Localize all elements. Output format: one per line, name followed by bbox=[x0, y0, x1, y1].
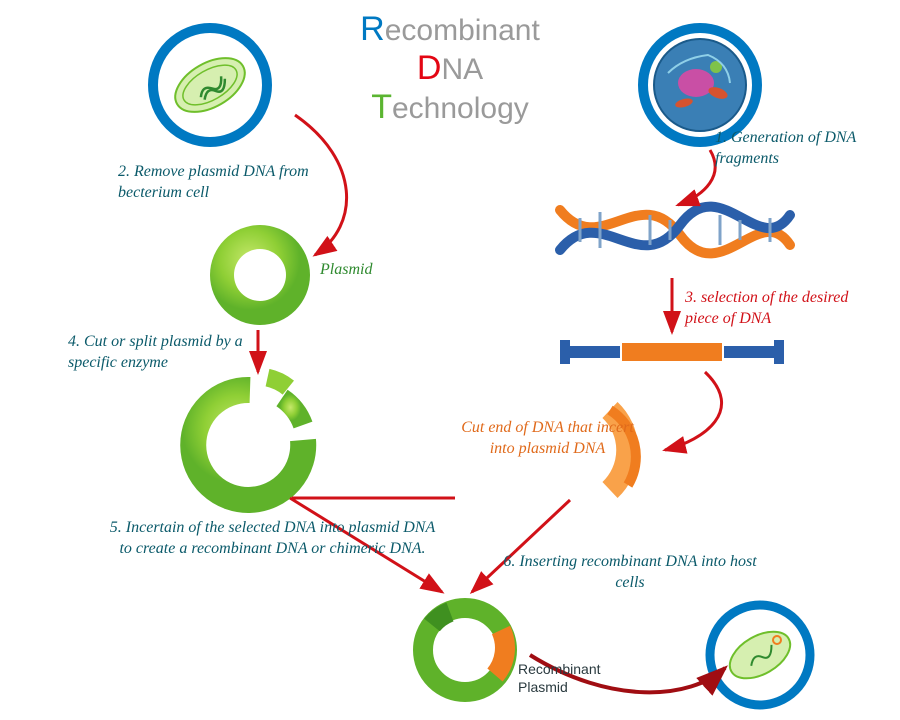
plasmid-label: Plasmid bbox=[320, 260, 372, 281]
step-2-label: 2. Remove plasmid DNA from becterium cel… bbox=[118, 162, 353, 204]
step-4-label: 4. Cut or split plasmid by a specific en… bbox=[68, 332, 268, 374]
cut-end-label: Cut end of DNA that incert into plasmid … bbox=[450, 418, 645, 460]
recombinant-label: Recombinant Plasmid bbox=[518, 660, 648, 696]
arrow-5 bbox=[665, 372, 722, 450]
arrow-3 bbox=[678, 150, 715, 205]
step-5-label: 5. Incertain of the selected DNA into pl… bbox=[105, 518, 440, 560]
diagram-canvas: Recombinant DNA Technology bbox=[0, 0, 900, 720]
step-3-label: 3. selection of the desired piece of DNA bbox=[685, 288, 875, 330]
step-6-label: 6. Inserting recombinant DNA into host c… bbox=[500, 552, 760, 594]
step-1-label: 1. Generation of DNA fragments bbox=[715, 128, 885, 170]
